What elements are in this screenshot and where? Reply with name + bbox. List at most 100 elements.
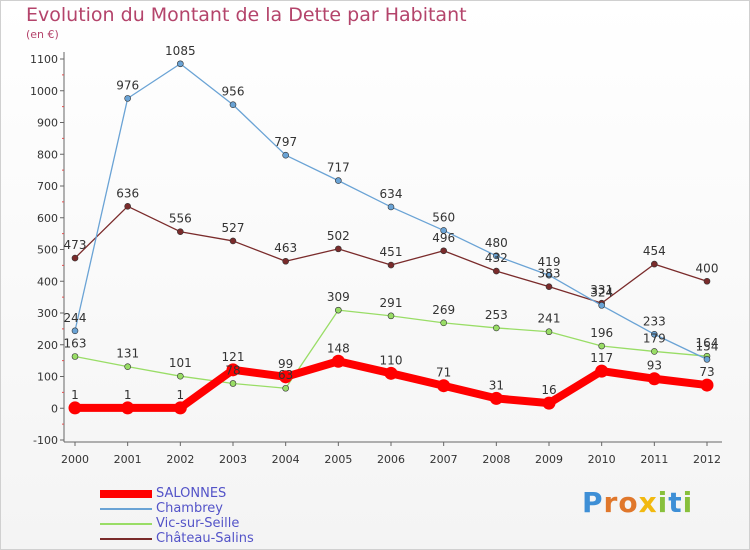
legend-item: Chambrey	[100, 501, 254, 516]
x-tick-label: 2012	[693, 453, 721, 466]
data-label: 324	[590, 285, 613, 299]
y-tick-label: 800	[37, 148, 58, 161]
legend-swatch	[100, 522, 152, 525]
data-point	[387, 312, 395, 320]
data-label: 1	[124, 388, 132, 402]
data-label: 473	[64, 238, 87, 252]
data-point	[598, 302, 605, 309]
logo-letter: r	[603, 486, 619, 519]
y-tick-label: 400	[37, 275, 58, 288]
data-point	[121, 401, 135, 415]
data-point	[124, 95, 131, 102]
data-point	[437, 379, 451, 393]
x-tick-label: 2008	[482, 453, 510, 466]
data-point	[331, 354, 345, 368]
data-point	[282, 384, 289, 392]
data-point	[335, 177, 342, 184]
data-label: 400	[696, 261, 719, 275]
logo-letter: t	[668, 486, 683, 519]
y-tick-label: 900	[37, 117, 58, 130]
data-point	[387, 261, 395, 269]
data-label: 1	[177, 388, 185, 402]
data-label: 419	[538, 255, 561, 269]
logo-letter: x	[638, 486, 658, 519]
x-tick-label: 2000	[61, 453, 89, 466]
data-point	[177, 60, 184, 68]
data-point	[173, 401, 187, 415]
data-label: 956	[222, 85, 245, 99]
chart-title: Evolution du Montant de la Dette par Hab…	[26, 4, 467, 26]
data-point	[177, 372, 184, 380]
logo-letter: o	[618, 486, 639, 519]
data-label: 233	[643, 314, 666, 328]
data-label: 16	[541, 383, 556, 397]
y-tick-label: 0	[51, 402, 58, 415]
data-label: 196	[590, 326, 613, 340]
data-label: 451	[380, 245, 403, 259]
data-point	[71, 254, 79, 262]
y-tick-label: -100	[33, 434, 58, 447]
data-point	[68, 401, 82, 415]
x-tick-label: 2010	[588, 453, 616, 466]
data-label: 63	[278, 368, 293, 382]
x-tick-label: 2009	[535, 453, 563, 466]
x-tick-label: 2011	[640, 453, 668, 466]
legend-label: Chambrey	[156, 501, 223, 516]
data-point	[124, 203, 131, 210]
x-tick-label: 2004	[272, 453, 300, 466]
x-tick-label: 2005	[324, 453, 352, 466]
legend-label: Château-Salins	[156, 531, 254, 546]
data-label: 73	[699, 365, 714, 379]
x-tick-label: 2002	[166, 453, 194, 466]
legend-swatch	[100, 489, 152, 498]
data-label: 71	[436, 366, 451, 380]
data-label: 634	[380, 187, 403, 201]
data-label: 331	[590, 283, 613, 297]
data-label: 717	[327, 161, 350, 175]
chart-legend: SALONNES Chambrey Vic-sur-Seille Château-Sa…	[100, 486, 254, 546]
y-tick-label: 1000	[30, 85, 58, 98]
data-point	[387, 203, 395, 211]
data-point	[282, 257, 289, 265]
data-label: 101	[169, 356, 192, 370]
y-tick-label: 1100	[30, 53, 58, 66]
data-label: 1085	[165, 44, 196, 58]
data-point	[545, 283, 553, 290]
x-tick-label: 2006	[377, 453, 405, 466]
data-label: 432	[485, 251, 508, 265]
data-point	[229, 380, 237, 387]
data-point	[229, 101, 237, 109]
data-label: 1	[71, 388, 79, 402]
data-point	[545, 271, 553, 279]
data-point	[440, 247, 447, 255]
data-point	[647, 372, 661, 386]
chart-subtitle: (en €)	[26, 28, 59, 41]
data-point	[493, 267, 500, 275]
data-label: 93	[647, 359, 662, 373]
data-label: 383	[538, 267, 561, 281]
data-label: 110	[380, 353, 403, 367]
data-point	[651, 348, 658, 355]
y-tick-label: 700	[37, 180, 58, 193]
data-label: 121	[222, 350, 245, 364]
logo-letter: i	[657, 486, 669, 519]
data-label: 291	[380, 296, 403, 310]
proxiti-logo: Proxiti	[582, 486, 693, 519]
data-point	[124, 363, 131, 370]
data-label: 31	[489, 378, 504, 392]
data-label: 253	[485, 308, 508, 322]
data-point	[226, 363, 240, 377]
data-label: 797	[274, 135, 297, 149]
y-tick-label: 600	[37, 212, 58, 225]
data-point	[335, 245, 342, 253]
data-label: 131	[116, 347, 139, 361]
x-tick-label: 2003	[219, 453, 247, 466]
data-point	[700, 378, 714, 392]
logo-letter: i	[682, 486, 694, 519]
y-tick-label: 500	[37, 244, 58, 257]
data-label: 480	[485, 236, 508, 250]
data-label: 244	[64, 311, 87, 325]
data-point	[703, 277, 711, 285]
